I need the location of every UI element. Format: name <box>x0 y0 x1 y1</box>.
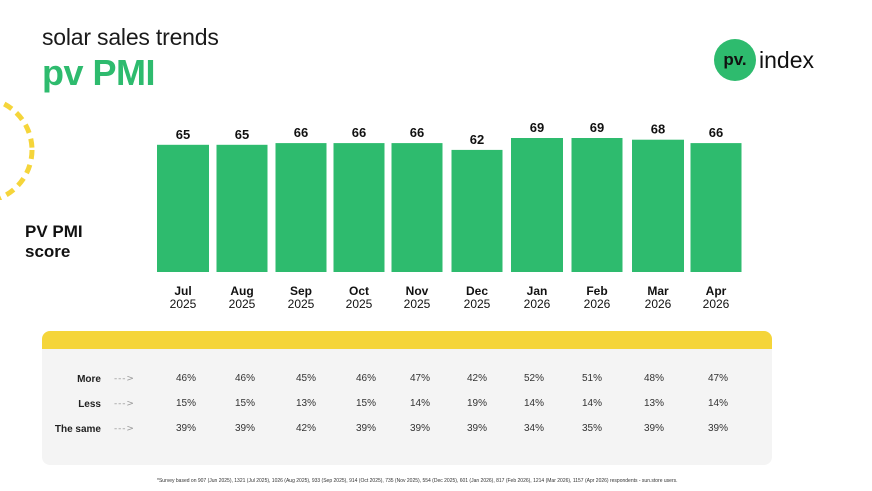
table-cell: 46% <box>175 373 196 384</box>
x-tick-label-year: 2026 <box>645 297 672 311</box>
x-tick-label-year: 2025 <box>464 297 491 311</box>
table-cell: 39% <box>707 423 728 434</box>
x-tick-label-year: 2026 <box>584 297 611 311</box>
table-cell: 39% <box>409 423 430 434</box>
dashed-arrow-icon: - - - > <box>114 374 134 384</box>
table-cell: 15% <box>175 398 196 409</box>
bar <box>216 144 268 272</box>
table-cell: 51% <box>581 373 602 384</box>
x-tick-label-month: Jan <box>527 284 548 298</box>
bar <box>511 138 563 272</box>
table-cell: 47% <box>409 373 430 384</box>
table-cell: 52% <box>523 373 544 384</box>
x-tick-label-month: Aug <box>230 284 253 298</box>
dashed-arrow-icon: - - - > <box>114 399 134 409</box>
table-cell: 14% <box>581 398 602 409</box>
data-label: 68 <box>651 122 665 137</box>
x-tick-label-month: Sep <box>290 284 312 298</box>
table-cell: 35% <box>581 423 602 434</box>
data-label: 65 <box>176 127 190 142</box>
table-cell: 19% <box>466 398 487 409</box>
table-cell: 14% <box>409 398 430 409</box>
table-row-label: The same <box>54 424 101 435</box>
bar <box>451 149 503 272</box>
logo-text: index <box>759 46 814 73</box>
table-cell: 34% <box>523 423 544 434</box>
x-tick-label-year: 2026 <box>703 297 730 311</box>
table-cell: 13% <box>295 398 316 409</box>
bar <box>632 139 684 272</box>
pv-index-logo: pv. index <box>714 39 814 81</box>
x-tick-label-month: Oct <box>349 284 369 298</box>
x-tick-label-month: Nov <box>406 284 429 298</box>
x-tick-label-year: 2025 <box>404 297 431 311</box>
bar <box>571 138 623 272</box>
table-cell: 48% <box>643 373 664 384</box>
x-tick-label-year: 2025 <box>170 297 197 311</box>
x-tick-label-month: Apr <box>706 284 727 298</box>
table-cell: 39% <box>355 423 376 434</box>
data-label: 66 <box>709 125 723 140</box>
x-tick-label-year: 2025 <box>346 297 373 311</box>
table-row-label: Less <box>78 399 101 410</box>
table-cell: 15% <box>355 398 376 409</box>
data-label: 62 <box>470 132 484 147</box>
table-cell: 46% <box>234 373 255 384</box>
table-cell: 14% <box>523 398 544 409</box>
bar <box>157 144 209 272</box>
x-tick-label-year: 2026 <box>524 297 551 311</box>
x-tick-label-month: Dec <box>466 284 488 298</box>
y-axis-label: PV PMI score <box>25 222 83 261</box>
bar <box>275 143 327 272</box>
table-cell: 15% <box>234 398 255 409</box>
data-label: 69 <box>590 120 604 135</box>
table-row-label: More <box>77 374 101 385</box>
table-cell: 13% <box>643 398 664 409</box>
data-label: 66 <box>410 125 424 140</box>
table-cell: 42% <box>466 373 487 384</box>
table-cell: 39% <box>175 423 196 434</box>
table-cell: 39% <box>234 423 255 434</box>
response-table <box>42 349 772 465</box>
x-tick-label-month: Feb <box>586 284 607 298</box>
bar <box>391 143 443 272</box>
chart-title: pv PMI <box>42 52 156 93</box>
chart-subtitle: solar sales trends <box>42 24 219 50</box>
bar-chart: 65Jul202565Aug202566Sep202566Oct202566No… <box>157 120 742 311</box>
table-header-band <box>42 331 772 349</box>
table-cell: 14% <box>707 398 728 409</box>
data-label: 66 <box>352 125 366 140</box>
x-tick-label-year: 2025 <box>288 297 315 311</box>
data-label: 66 <box>294 125 308 140</box>
x-tick-label-year: 2025 <box>229 297 256 311</box>
dashed-circle-decoration <box>0 100 35 200</box>
x-tick-label-month: Mar <box>647 284 669 298</box>
table-cell: 39% <box>466 423 487 434</box>
data-label: 69 <box>530 120 544 135</box>
survey-footnote: *Survey based on 907 (Jun 2025), 1321 (J… <box>157 478 678 484</box>
table-cell: 45% <box>295 373 316 384</box>
data-label: 65 <box>235 127 249 142</box>
bar <box>690 143 742 272</box>
x-tick-label-month: Jul <box>174 284 191 298</box>
bar <box>333 143 385 272</box>
table-cell: 42% <box>295 423 316 434</box>
dashed-arrow-icon: - - - > <box>114 424 134 434</box>
table-cell: 39% <box>643 423 664 434</box>
table-cell: 46% <box>355 373 376 384</box>
logo-mark: pv. <box>714 39 756 81</box>
table-cell: 47% <box>707 373 728 384</box>
